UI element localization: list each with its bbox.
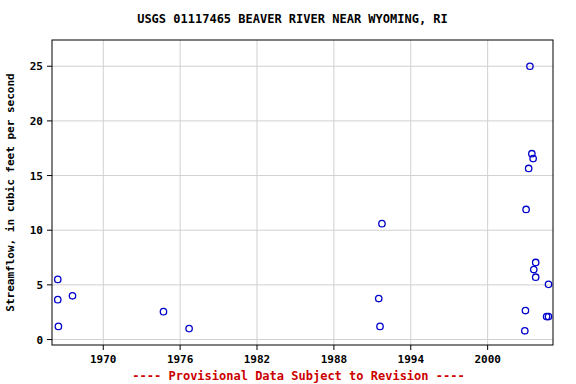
grid-line [257,40,258,345]
data-point [545,313,551,319]
tick-label: 1982 [244,353,271,366]
grid-line [52,175,553,176]
data-point [160,308,166,314]
data-point [55,296,61,302]
tick-mark [47,120,52,121]
data-point [533,274,539,280]
tick-label: 1988 [321,353,348,366]
tick-label: 2000 [474,353,501,366]
tick-mark [410,345,411,350]
annotation: ---- Provisional Data Subject to Revisio… [132,369,464,383]
grid-line [103,40,104,345]
grid-line [52,230,553,231]
data-point [69,293,75,299]
title: USGS 01117465 BEAVER RIVER NEAR WYOMING,… [137,12,448,26]
data-point [55,323,61,329]
grid-line [180,40,181,345]
data-point [525,165,531,171]
data-point [522,307,528,313]
grid-line [52,284,553,285]
grid-line [410,40,411,345]
chart: 0 5 10 15 20 25 1970 1976 1982 1988 1994 2000 USGS 0… [0,0,576,384]
background [0,0,576,384]
tick-mark [47,339,52,340]
tick-label: 1970 [90,353,117,366]
data-point [531,266,537,272]
tick-mark [47,66,52,67]
data-point [186,325,192,331]
data-point [377,323,383,329]
tick-label: 1976 [167,353,194,366]
y-axis-label: Streamflow, in cubic feet per second [4,73,17,311]
tick-mark [47,284,52,285]
tick-label: 1994 [398,353,425,366]
tick-label: 5 [36,279,43,292]
grid-line [333,40,334,345]
tick-mark [103,345,104,350]
tick-mark [180,345,181,350]
data-point [379,220,385,226]
points [55,63,552,334]
data-point [533,259,539,265]
grid-line [487,40,488,345]
tick-mark [333,345,334,350]
tick-mark [487,345,488,350]
tick-label: 20 [30,115,43,128]
tick-mark [47,230,52,231]
data-point [527,63,533,69]
data-point [545,281,551,287]
tick-label: 15 [30,170,43,183]
data-point [522,328,528,334]
tick-mark [257,345,258,350]
plot-frame [52,40,553,345]
tick-mark [47,175,52,176]
data-point [530,155,536,161]
tick-label: 0 [36,334,43,347]
data-point [376,295,382,301]
grid-line [52,120,553,121]
grid-line [52,339,553,340]
grid [52,40,553,345]
data-point [55,276,61,282]
data-point [523,206,529,212]
tick-label: 10 [30,224,43,237]
tick-label: 25 [30,60,43,73]
grid-line [52,66,553,67]
